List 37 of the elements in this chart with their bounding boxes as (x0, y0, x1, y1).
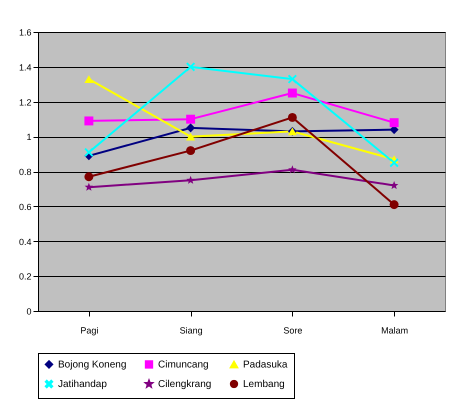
x-tick-label: Pagi (80, 326, 98, 336)
point (84, 75, 94, 83)
legend-label: Lembang (243, 379, 285, 390)
point (84, 172, 94, 182)
point (84, 182, 94, 191)
legend-label: Bojong Koneng (58, 359, 126, 370)
x-tick-label: Siang (180, 326, 203, 336)
y-tick-label: 0.8 (18, 167, 32, 177)
point (186, 132, 196, 140)
point (186, 114, 196, 124)
x-tick-label: Malam (381, 326, 408, 336)
y-tick-label: 1 (26, 132, 32, 142)
legend-label: Padasuka (243, 360, 288, 371)
y-tick-label: 1.2 (18, 97, 32, 108)
point (84, 148, 94, 157)
legend-label: Cimuncang (158, 359, 209, 370)
point (288, 165, 297, 174)
point (186, 176, 195, 184)
y-tick-label: 0.4 (18, 236, 32, 247)
point (84, 116, 94, 126)
point (288, 88, 297, 98)
y-tick-label: 0.6 (18, 202, 32, 212)
point (186, 62, 196, 72)
point (186, 123, 196, 132)
y-tick-label: 0.2 (18, 272, 32, 282)
point (390, 158, 399, 168)
y-tick-label: 0 (26, 306, 32, 316)
point (186, 146, 196, 156)
point (390, 118, 399, 128)
y-tick-label: 1.4 (18, 62, 32, 72)
legend-label: Cilengkrang (158, 379, 212, 390)
legend-label: Jatihandap (58, 379, 108, 390)
point (288, 74, 297, 84)
y-tick-label: 1.6 (18, 28, 32, 38)
point (288, 112, 297, 122)
point (390, 200, 399, 210)
x-tick-label: Sore (283, 326, 302, 336)
